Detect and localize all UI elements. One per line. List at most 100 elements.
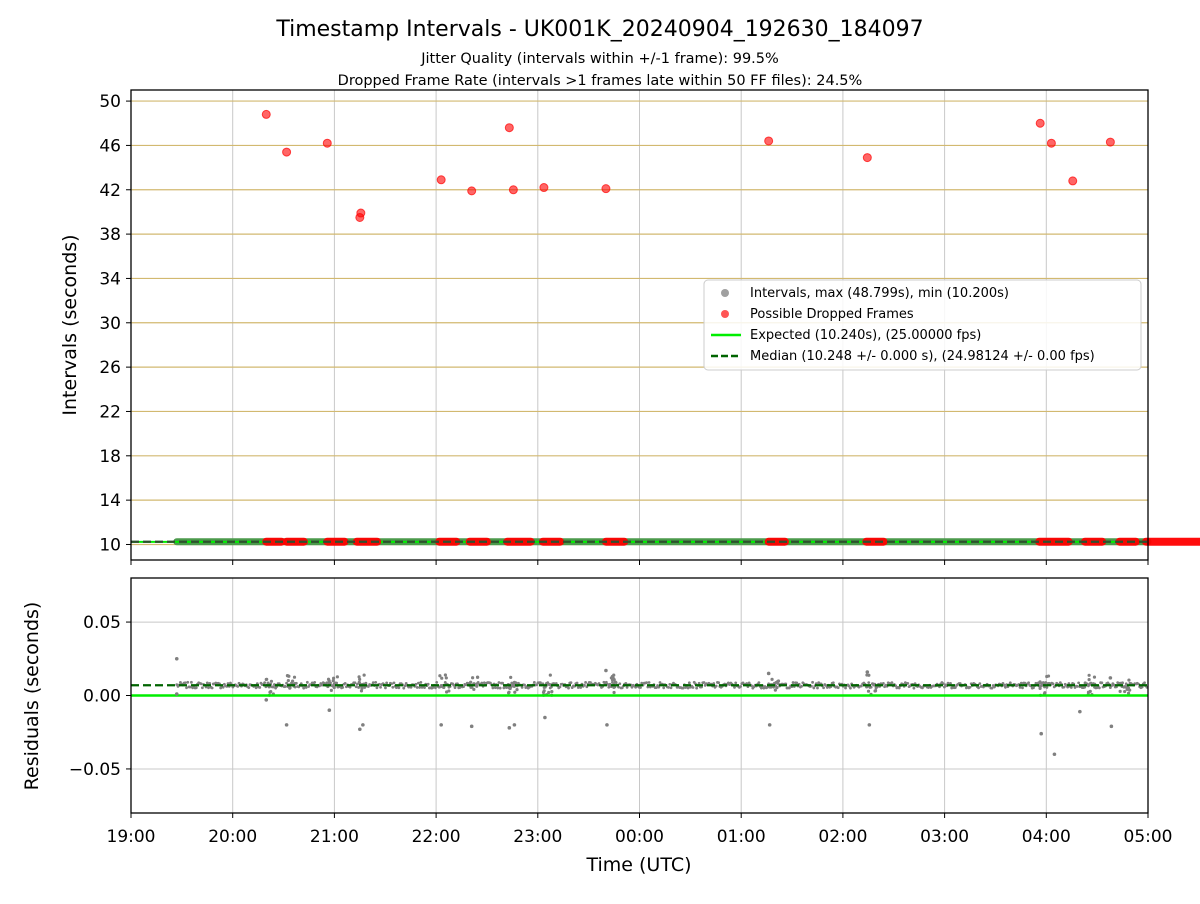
residual-point [332, 685, 336, 690]
residual-point [512, 680, 517, 684]
residual-point [258, 686, 262, 689]
residual-point [978, 682, 982, 686]
intervals-y-tick-label: 18 [99, 447, 121, 467]
residual-point [812, 686, 816, 690]
residual-point [357, 686, 361, 689]
residual-point [438, 674, 442, 678]
residual-point [292, 675, 297, 679]
residual-point [291, 679, 295, 683]
residual-point [440, 676, 444, 680]
residual-point [313, 681, 317, 684]
residual-point [403, 684, 407, 688]
residual-point [1038, 680, 1042, 684]
x-tick-label: 03:00 [920, 827, 969, 847]
residual-point [392, 681, 396, 685]
residual-point [681, 686, 685, 690]
residual-point [434, 686, 437, 690]
residual-point [1027, 681, 1031, 685]
residuals-y-axis-label: Residuals (seconds) [21, 602, 43, 791]
residual-outlier-point [361, 723, 365, 727]
residual-point [1018, 685, 1022, 689]
residual-point [1045, 686, 1049, 689]
residual-point [1140, 685, 1144, 689]
residual-point [480, 681, 484, 685]
residual-point [1123, 689, 1127, 694]
residual-point [612, 690, 616, 695]
residual-point [200, 686, 204, 690]
residual-point [634, 685, 638, 689]
residual-point [210, 686, 214, 690]
residual-point [1127, 678, 1131, 682]
legend-box [703, 279, 1142, 371]
residual-outlier-point [264, 698, 269, 702]
dropped-frame-point [1035, 118, 1045, 128]
residual-point [513, 690, 517, 694]
residual-point [874, 685, 878, 689]
residual-point [836, 686, 840, 690]
residual-point [825, 686, 829, 689]
residual-point [329, 688, 333, 692]
residual-point [371, 681, 375, 685]
residual-point [288, 686, 292, 690]
residual-point [402, 686, 406, 690]
residual-point [186, 680, 190, 684]
residual-point [335, 675, 339, 679]
residual-point [453, 686, 457, 690]
residual-point [847, 684, 851, 688]
residual-point [906, 682, 910, 685]
x-tick-label: 00:00 [615, 827, 664, 847]
legend-median-label: Median (10.248 +/- 0.000 s), (24.98124 +… [750, 349, 1095, 364]
residual-point [612, 678, 616, 682]
residual-point [1051, 682, 1055, 686]
residual-point [831, 681, 835, 685]
residual-point [1083, 685, 1087, 689]
residual-point [1125, 687, 1129, 692]
residual-point [1143, 681, 1146, 685]
residuals-y-tick-label: 0.05 [83, 613, 121, 633]
residual-point [435, 680, 439, 684]
chart-legend: Intervals, max (48.799s), min (10.200s) … [703, 279, 1142, 371]
x-tick-label: 02:00 [818, 827, 867, 847]
residual-point [800, 684, 804, 688]
residual-point [332, 676, 336, 680]
legend-intervals-marker [721, 289, 729, 297]
residual-point [1038, 686, 1042, 690]
residual-point [263, 681, 267, 685]
residual-point [379, 685, 382, 689]
residual-point [444, 676, 448, 680]
residual-point [360, 686, 364, 690]
intervals-panel: 10 14 18 22 26 30 34 38 42 46 50 Intervals (second… [59, 89, 1200, 565]
residual-point [515, 688, 519, 692]
residual-point [190, 680, 193, 684]
residual-point [539, 681, 542, 685]
x-tick-label: 22:00 [412, 827, 461, 847]
residual-point [897, 686, 901, 690]
residual-point [1100, 681, 1104, 685]
residual-point [669, 686, 673, 690]
residual-point [1066, 685, 1070, 689]
residual-point [247, 686, 251, 690]
residual-point [357, 675, 361, 679]
residual-point [385, 681, 389, 685]
residual-point [618, 682, 622, 686]
residual-point [1019, 681, 1023, 685]
residual-point [469, 685, 473, 689]
dropped-frame-point [862, 153, 872, 163]
residual-point [183, 681, 187, 685]
residual-point [714, 684, 718, 688]
residual-point [236, 685, 240, 688]
residual-point [770, 677, 774, 681]
residual-point [493, 686, 497, 690]
residual-point [286, 674, 290, 678]
residual-point [881, 681, 885, 685]
residual-point [1021, 686, 1024, 690]
residual-point [1076, 684, 1079, 688]
residual-point [667, 685, 670, 689]
residual-point [912, 686, 916, 690]
residual-point [977, 686, 980, 690]
residual-outlier-point [1078, 709, 1082, 714]
residual-outlier-point [174, 692, 179, 696]
residual-point [757, 681, 761, 684]
residual-point [384, 686, 387, 690]
